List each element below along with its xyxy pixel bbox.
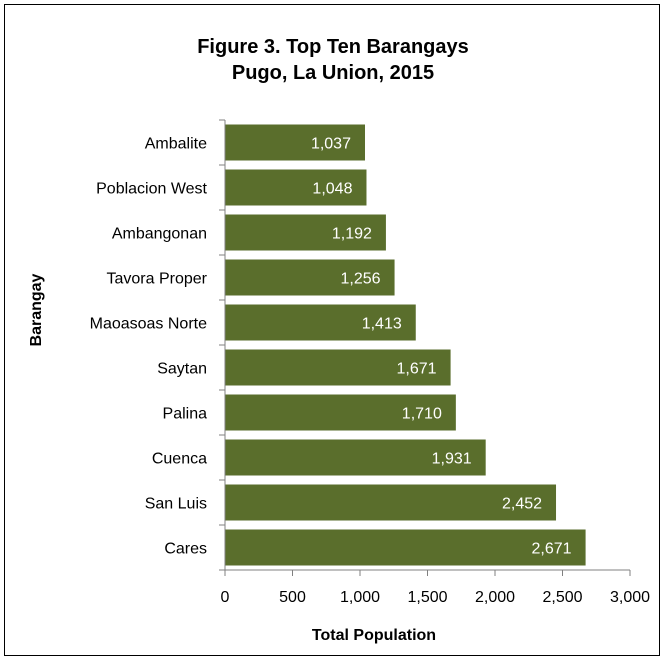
bar-value-label: 1,037 bbox=[311, 136, 351, 153]
bar-value-label: 2,452 bbox=[502, 496, 542, 513]
x-tick-label: 2,500 bbox=[542, 589, 582, 606]
category-label: Ambangonan bbox=[112, 226, 207, 243]
chart-title-line-2: Pugo, La Union, 2015 bbox=[231, 62, 435, 84]
chart-title-line-1: Figure 3. Top Ten Barangays bbox=[197, 36, 469, 58]
category-label: Ambalite bbox=[145, 136, 207, 153]
x-tick-label: 500 bbox=[279, 589, 306, 606]
bar-value-label: 2,671 bbox=[532, 541, 572, 558]
bar-value-label: 1,931 bbox=[432, 451, 472, 468]
bar bbox=[225, 169, 367, 206]
bar bbox=[225, 529, 586, 566]
category-label: Saytan bbox=[157, 361, 207, 378]
bar bbox=[225, 394, 456, 431]
x-tick-label: 3,000 bbox=[610, 589, 650, 606]
bar bbox=[225, 349, 451, 386]
category-label: Tavora Proper bbox=[107, 271, 208, 288]
y-axis-title: Barangay bbox=[28, 273, 45, 346]
bar-value-label: 1,671 bbox=[397, 361, 437, 378]
bar bbox=[225, 259, 395, 296]
x-axis-title: Total Population bbox=[312, 627, 436, 644]
bar-value-label: 1,192 bbox=[332, 226, 372, 243]
bar bbox=[225, 304, 416, 341]
category-label: Poblacion West bbox=[96, 181, 207, 198]
bar bbox=[225, 484, 557, 521]
bar bbox=[225, 124, 365, 161]
chart-title: Figure 3. Top Ten Barangays Pugo, La Uni… bbox=[0, 34, 666, 86]
x-tick-label: 0 bbox=[221, 589, 230, 606]
category-label: Cares bbox=[164, 541, 207, 558]
bar-value-label: 1,256 bbox=[341, 271, 381, 288]
bar bbox=[225, 439, 486, 476]
category-label: Maoasoas Norte bbox=[90, 316, 207, 333]
category-label: Palina bbox=[163, 406, 208, 423]
x-tick-label: 1,500 bbox=[407, 589, 447, 606]
category-label: Cuenca bbox=[152, 451, 207, 468]
bar-value-label: 1,413 bbox=[362, 316, 402, 333]
bar-value-label: 1,710 bbox=[402, 406, 442, 423]
bar bbox=[225, 214, 386, 251]
x-tick-label: 1,000 bbox=[340, 589, 380, 606]
bar-value-label: 1,048 bbox=[312, 181, 352, 198]
x-tick-label: 2,000 bbox=[475, 589, 515, 606]
category-label: San Luis bbox=[145, 496, 207, 513]
